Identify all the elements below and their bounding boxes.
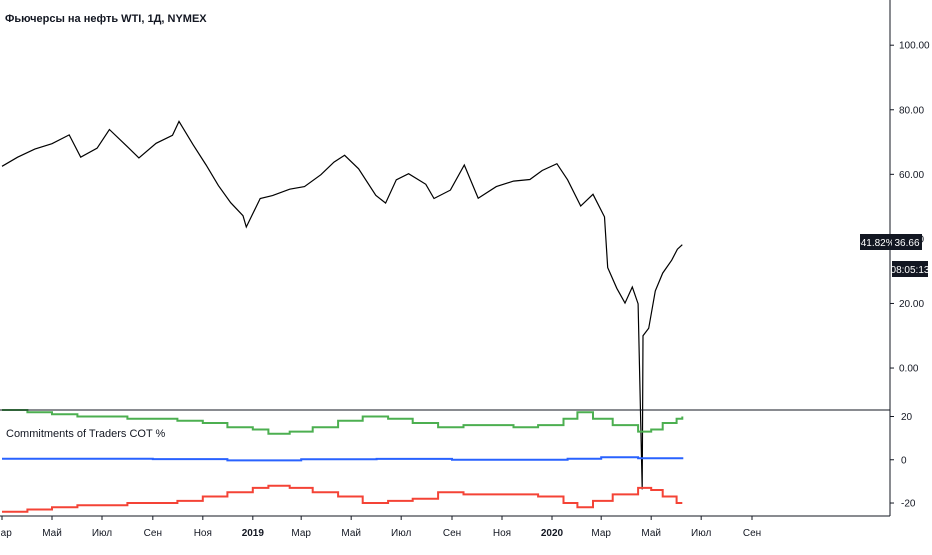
time-tick-label: Мар	[0, 528, 12, 539]
last-price-label: 36.66	[894, 238, 919, 249]
time-tick-label: 2019	[242, 528, 265, 539]
bar-countdown-label: 08:05:13	[891, 265, 930, 276]
main-chart-title: Фьючерсы на нефть WTI, 1Д, NYMEX	[5, 13, 207, 25]
time-tick-label: Июл	[92, 528, 112, 539]
cot-series-group	[2, 409, 684, 513]
time-tick-label: Май	[641, 528, 661, 539]
cot-tick-label: -20	[901, 499, 916, 510]
time-tick-label: Сен	[743, 528, 761, 539]
cot-axis-ticks: 20 0 -20	[890, 412, 916, 510]
cot-tick-label: 20	[901, 412, 913, 423]
time-tick-label: Май	[341, 528, 361, 539]
time-tick-label: Сен	[144, 528, 162, 539]
price-tick-label: 100.00	[899, 41, 930, 52]
time-tick-label: Мар	[591, 528, 611, 539]
time-tick-label: Ноя	[493, 528, 511, 539]
cot-red-line	[2, 484, 683, 513]
price-series-group	[1, 120, 683, 490]
countdown-badge: 08:05:13	[891, 261, 930, 277]
cot-tick-label: 0	[901, 455, 907, 466]
price-tick-label: 80.00	[899, 105, 924, 116]
time-tick-label: Мар	[291, 528, 311, 539]
indicator-title: Commitments of Traders COT %	[6, 428, 166, 440]
time-tick-label: Июл	[391, 528, 411, 539]
cot-green-line	[2, 409, 684, 435]
time-tick-label: Ноя	[194, 528, 212, 539]
price-series-line	[1, 120, 683, 490]
percent-change-label: -41.82%	[857, 238, 894, 249]
time-tick-label: Июл	[691, 528, 711, 539]
price-tick-label: 60.00	[899, 170, 924, 181]
price-tick-label: 20.00	[899, 299, 924, 310]
time-axis-ticks: Мар Май Июл Сен Ноя 2019 Мар Май Июл Сен Ноя 2020 Ма…	[0, 516, 761, 539]
price-tick-label: 0.00	[899, 364, 919, 375]
last-price-badge: 36.66	[892, 234, 922, 250]
time-tick-label: 2020	[541, 528, 564, 539]
time-tick-label: Май	[42, 528, 62, 539]
time-tick-label: Сен	[443, 528, 461, 539]
cot-blue-line	[2, 456, 684, 462]
percent-change-badge: -41.82%	[857, 234, 895, 250]
